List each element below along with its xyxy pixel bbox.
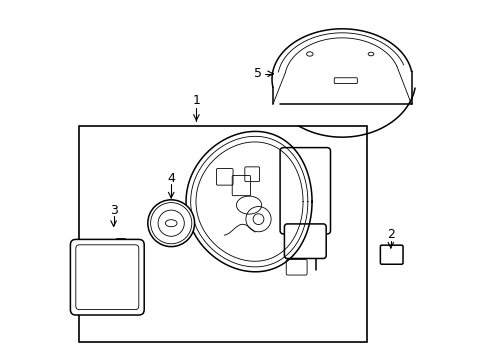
Polygon shape (272, 29, 412, 101)
FancyBboxPatch shape (71, 239, 144, 315)
Text: 3: 3 (110, 204, 118, 217)
Polygon shape (186, 131, 312, 272)
Text: 2: 2 (387, 228, 395, 240)
Circle shape (148, 200, 195, 247)
FancyBboxPatch shape (286, 260, 307, 275)
Bar (79, 126, 368, 342)
FancyBboxPatch shape (284, 224, 326, 258)
FancyBboxPatch shape (280, 148, 330, 234)
Text: 4: 4 (167, 172, 175, 185)
FancyBboxPatch shape (380, 245, 403, 264)
Text: 5: 5 (254, 67, 262, 80)
Text: 1: 1 (193, 94, 200, 107)
